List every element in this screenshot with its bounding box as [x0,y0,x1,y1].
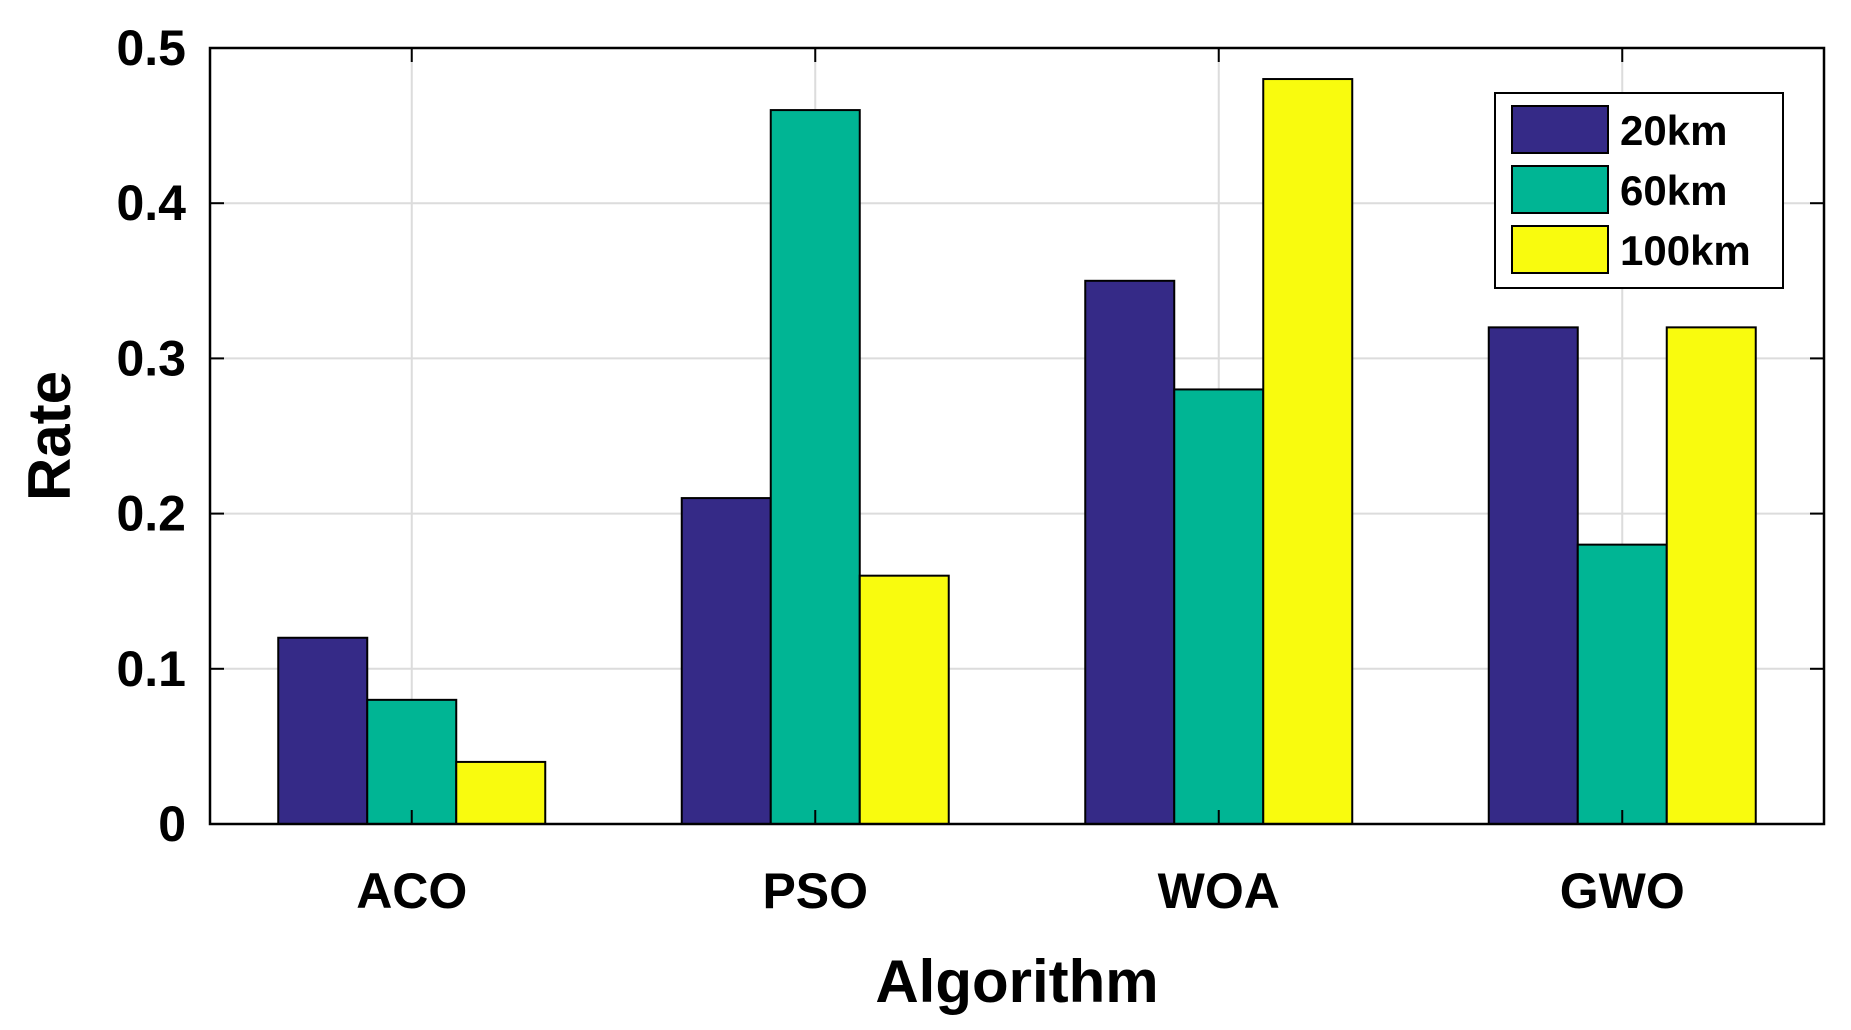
y-tick-label: 0 [158,796,186,852]
y-axis-label: Rate [16,371,83,501]
y-tick-label: 0.5 [116,20,186,76]
bar-aco-100km [455,760,547,825]
bar-pso-20km [680,497,772,825]
legend-label: 60km [1620,167,1727,214]
legend: 20km 60km 100km [1494,92,1784,289]
tick-layer: 0 0.1 0.2 0.3 0.4 0.5 ACO PSO WOA GWO [116,20,1824,919]
x-tick-label: WOA [1158,863,1280,919]
y-tick-label: 0.1 [116,641,186,697]
x-tick-label: ACO [356,863,467,919]
x-axis-label: Algorithm [875,948,1158,1015]
y-tick-label: 0.4 [116,175,186,231]
bar-layer [277,78,1757,826]
plot-frame [208,46,1826,826]
y-tick-label: 0.2 [116,486,186,542]
x-tick-label: GWO [1560,863,1685,919]
legend-label: 20km [1620,107,1727,154]
legend-swatch [1511,225,1609,274]
y-tick-label: 0.3 [116,330,186,386]
bar-aco-20km [277,636,369,826]
bar-pso-60km [769,109,861,825]
legend-swatch [1511,165,1609,214]
bar-aco-60km [366,698,458,826]
bar-gwo-100km [1665,326,1757,825]
bar-woa-20km [1084,279,1176,825]
x-tick-label: PSO [762,863,868,919]
bar-pso-100km [858,574,950,825]
bar-gwo-20km [1487,326,1579,825]
bar-gwo-60km [1576,543,1668,825]
legend-label: 100km [1620,227,1751,274]
label-layer: Algorithm Rate [16,371,1159,1015]
bar-woa-60km [1173,388,1265,825]
legend-swatch [1511,105,1609,154]
bar-woa-100km [1262,78,1354,826]
